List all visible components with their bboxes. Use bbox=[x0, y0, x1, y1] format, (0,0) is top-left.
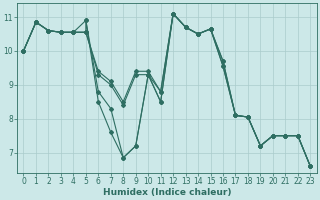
X-axis label: Humidex (Indice chaleur): Humidex (Indice chaleur) bbox=[103, 188, 231, 197]
